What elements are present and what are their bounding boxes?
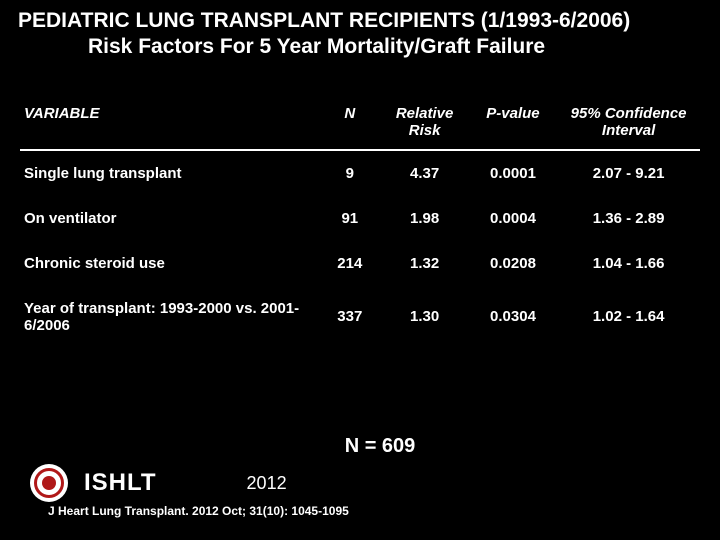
ishlt-logo-icon <box>30 464 68 502</box>
cell-n: 9 <box>319 150 380 196</box>
footer: N = 609 ISHLT 2012 J Heart Lung Transpla… <box>0 435 720 518</box>
table-row: Year of transplant: 1993-2000 vs. 2001-6… <box>20 286 700 348</box>
cell-variable: Year of transplant: 1993-2000 vs. 2001-6… <box>20 286 319 348</box>
org-label: ISHLT <box>84 469 157 497</box>
cell-p: 0.0208 <box>469 241 557 286</box>
cell-variable: Single lung transplant <box>20 150 319 196</box>
col-header-confidence-interval: 95% Confidence Interval <box>557 99 700 150</box>
cell-n: 91 <box>319 196 380 241</box>
slide: PEDIATRIC LUNG TRANSPLANT RECIPIENTS (1/… <box>0 0 720 540</box>
cell-p: 0.0001 <box>469 150 557 196</box>
cell-ci: 1.36 - 2.89 <box>557 196 700 241</box>
col-header-variable: VARIABLE <box>20 99 319 150</box>
cell-rr: 1.98 <box>380 196 468 241</box>
footer-row: ISHLT 2012 <box>0 464 720 502</box>
cell-variable: Chronic steroid use <box>20 241 319 286</box>
cell-rr: 4.37 <box>380 150 468 196</box>
table-row: On ventilator 91 1.98 0.0004 1.36 - 2.89 <box>20 196 700 241</box>
table-row: Chronic steroid use 214 1.32 0.0208 1.04… <box>20 241 700 286</box>
cell-variable: On ventilator <box>20 196 319 241</box>
title-line-2: Risk Factors For 5 Year Mortality/Graft … <box>18 34 702 60</box>
table-row: Single lung transplant 9 4.37 0.0001 2.0… <box>20 150 700 196</box>
cell-p: 0.0004 <box>469 196 557 241</box>
risk-factor-table-wrap: VARIABLE N Relative Risk P-value 95% Con… <box>20 99 700 348</box>
col-header-relative-risk: Relative Risk <box>380 99 468 150</box>
cell-p: 0.0304 <box>469 286 557 348</box>
title-line-1: PEDIATRIC LUNG TRANSPLANT RECIPIENTS (1/… <box>18 8 702 34</box>
title-block: PEDIATRIC LUNG TRANSPLANT RECIPIENTS (1/… <box>0 0 720 61</box>
col-header-p-value: P-value <box>469 99 557 150</box>
table-header-row: VARIABLE N Relative Risk P-value 95% Con… <box>20 99 700 150</box>
col-header-n: N <box>319 99 380 150</box>
risk-factor-table: VARIABLE N Relative Risk P-value 95% Con… <box>20 99 700 348</box>
cell-ci: 2.07 - 9.21 <box>557 150 700 196</box>
cell-n: 337 <box>319 286 380 348</box>
n-total: N = 609 <box>0 435 720 458</box>
year-label: 2012 <box>247 473 287 494</box>
cell-ci: 1.04 - 1.66 <box>557 241 700 286</box>
cell-rr: 1.30 <box>380 286 468 348</box>
citation: J Heart Lung Transplant. 2012 Oct; 31(10… <box>0 504 720 518</box>
cell-rr: 1.32 <box>380 241 468 286</box>
cell-ci: 1.02 - 1.64 <box>557 286 700 348</box>
cell-n: 214 <box>319 241 380 286</box>
